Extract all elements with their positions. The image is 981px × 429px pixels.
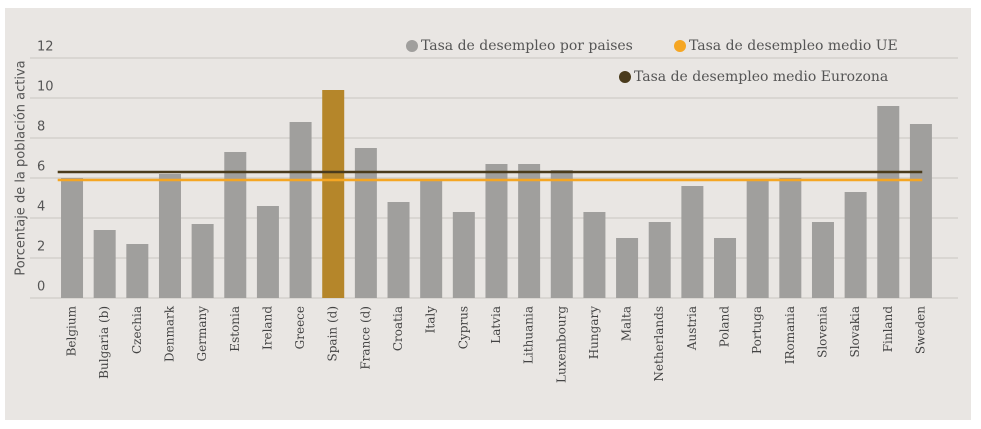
bar xyxy=(256,206,279,298)
bar xyxy=(746,180,769,298)
x-tick-label: Luxembourg xyxy=(554,306,568,383)
y-tick-label: 10 xyxy=(37,80,54,95)
bar xyxy=(354,148,377,298)
bar xyxy=(126,244,149,298)
bar xyxy=(909,124,932,298)
x-tick-label: Slovakia xyxy=(848,306,862,357)
legend-label: Tasa de desempleo medio UE xyxy=(689,38,898,54)
x-tick-label: Lithuania xyxy=(522,306,536,364)
x-tick-label: Sweden xyxy=(913,306,927,354)
x-tick-label: Slovenia xyxy=(815,306,829,358)
x-tick-label: Estonia xyxy=(228,306,242,352)
bar xyxy=(289,122,312,298)
bar xyxy=(322,90,345,298)
x-tick-label: Poland xyxy=(718,306,732,348)
x-tick-label: Malta xyxy=(620,306,634,341)
y-tick-label: 4 xyxy=(37,200,45,215)
bar xyxy=(191,224,214,298)
x-tick-label: Spain (d) xyxy=(326,306,340,361)
bar xyxy=(387,202,410,298)
x-tick-label: Italy xyxy=(424,306,438,334)
bar xyxy=(648,222,671,298)
bar xyxy=(583,212,606,298)
x-tick-label: Latvia xyxy=(489,306,503,344)
bar xyxy=(844,192,867,298)
legend-marker xyxy=(406,40,418,52)
bar xyxy=(550,170,573,298)
x-tick-label: Belgium xyxy=(65,305,79,356)
bar xyxy=(714,238,737,298)
bar xyxy=(518,164,541,298)
bar xyxy=(485,164,508,298)
legend-marker xyxy=(674,40,686,52)
y-tick-label: 6 xyxy=(37,160,45,175)
y-axis-label: Porcentaje de la población activa xyxy=(14,60,29,275)
bar xyxy=(681,186,704,298)
x-tick-label: Germany xyxy=(195,306,209,362)
x-tick-label: Greece xyxy=(293,306,307,349)
bar xyxy=(61,178,84,298)
bar xyxy=(420,180,443,298)
x-tick-label: France (d) xyxy=(358,306,372,370)
x-tick-label: Czechia xyxy=(130,306,144,354)
x-tick-label: Netherlands xyxy=(652,306,666,382)
y-tick-label: 0 xyxy=(37,280,45,295)
bar xyxy=(616,238,639,298)
legend-label: Tasa de desempleo por paises xyxy=(421,38,633,54)
x-tick-label: Bulgaria (b) xyxy=(97,306,111,379)
bar xyxy=(93,230,116,298)
legend-label: Tasa de desempleo medio Eurozona xyxy=(634,69,888,85)
x-tick-label: Cyprus xyxy=(456,306,470,349)
x-tick-label: Austria xyxy=(685,306,699,351)
y-tick-label: 12 xyxy=(37,40,54,55)
x-tick-label: Finland xyxy=(881,306,895,353)
x-tick-label: Ireland xyxy=(260,306,274,350)
bar xyxy=(779,178,802,298)
y-tick-label: 2 xyxy=(37,240,45,255)
bar xyxy=(224,152,247,298)
x-tick-label: Croatia xyxy=(391,306,405,351)
x-tick-label: Hungary xyxy=(587,306,601,359)
x-tick-label: Portuga xyxy=(750,306,764,354)
bar xyxy=(877,106,900,298)
x-tick-label: IRomania xyxy=(783,306,797,364)
bar xyxy=(452,212,475,298)
bar xyxy=(158,174,181,298)
x-tick-label: Denmark xyxy=(162,305,176,362)
bar xyxy=(811,222,834,298)
legend-marker xyxy=(619,71,631,83)
y-tick-label: 8 xyxy=(37,120,45,135)
